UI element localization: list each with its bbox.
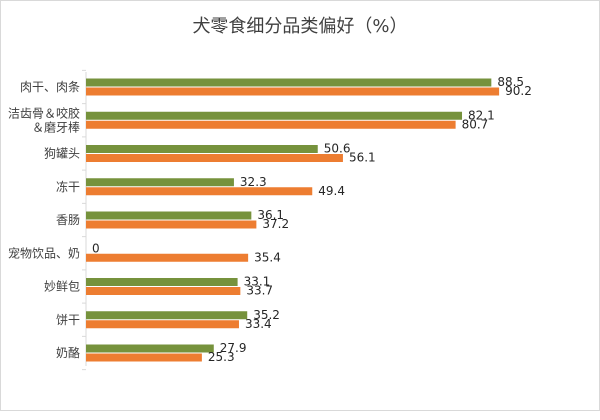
data-label-series-2: 37.2 [262,217,289,231]
bar-series-2 [86,320,239,329]
bar-series-1 [86,211,252,220]
bar-series-2 [86,253,249,262]
data-label-series-1: 32.3 [240,175,267,189]
data-label-series-2: 33.7 [246,284,273,298]
data-label-series-1: 82.1 [468,108,495,122]
bar-series-1 [86,78,492,87]
category-label: 香肠 [56,213,80,227]
data-label-series-1: 50.6 [324,142,351,156]
bar-series-1 [86,178,234,187]
data-label-series-1: 0 [92,241,100,255]
category-label: 妙鲜包 [44,280,80,294]
data-label-series-2: 80.7 [462,117,489,131]
category-label: 奶酪 [56,345,80,360]
category-label: 洁齿骨＆咬胶＆磨牙棒 [8,105,80,134]
chart-title: 犬零食细分品类偏好（%） [192,16,408,37]
bar-series-2 [86,120,456,129]
category-label: 肉干、肉条 [20,80,80,94]
bar-series-1 [86,111,463,120]
data-label-series-1: 35.2 [253,308,280,322]
data-label-series-1: 88.5 [497,75,524,89]
bar-series-2 [86,287,241,295]
data-label-series-2: 56.1 [349,151,376,165]
bar-series-2 [86,187,313,196]
bar-series-1 [86,278,238,286]
category-label: 饼干 [56,313,80,327]
bar-series-1 [86,311,248,320]
data-label-series-1: 33.1 [244,275,271,289]
category-label: 冻干 [56,179,80,194]
data-label-series-2: 33.4 [245,317,272,331]
bar-series-1 [86,344,214,353]
bar-series-2 [86,154,343,162]
bar-series-2 [86,220,257,229]
data-label-series-1: 36.1 [257,208,284,222]
bar-series-2 [86,353,202,362]
data-label-series-1: 27.9 [220,341,247,355]
data-label-series-2: 90.2 [505,84,532,98]
bar-series-2 [86,87,500,96]
data-label-series-2: 25.3 [208,350,235,364]
data-label-series-2: 49.4 [318,184,345,198]
category-label: 宠物饮品、奶 [8,245,80,260]
category-label: 狗罐头 [44,147,80,161]
chart-frame [0,0,600,411]
bar-series-1 [86,145,318,153]
data-label-series-2: 35.4 [254,250,281,264]
